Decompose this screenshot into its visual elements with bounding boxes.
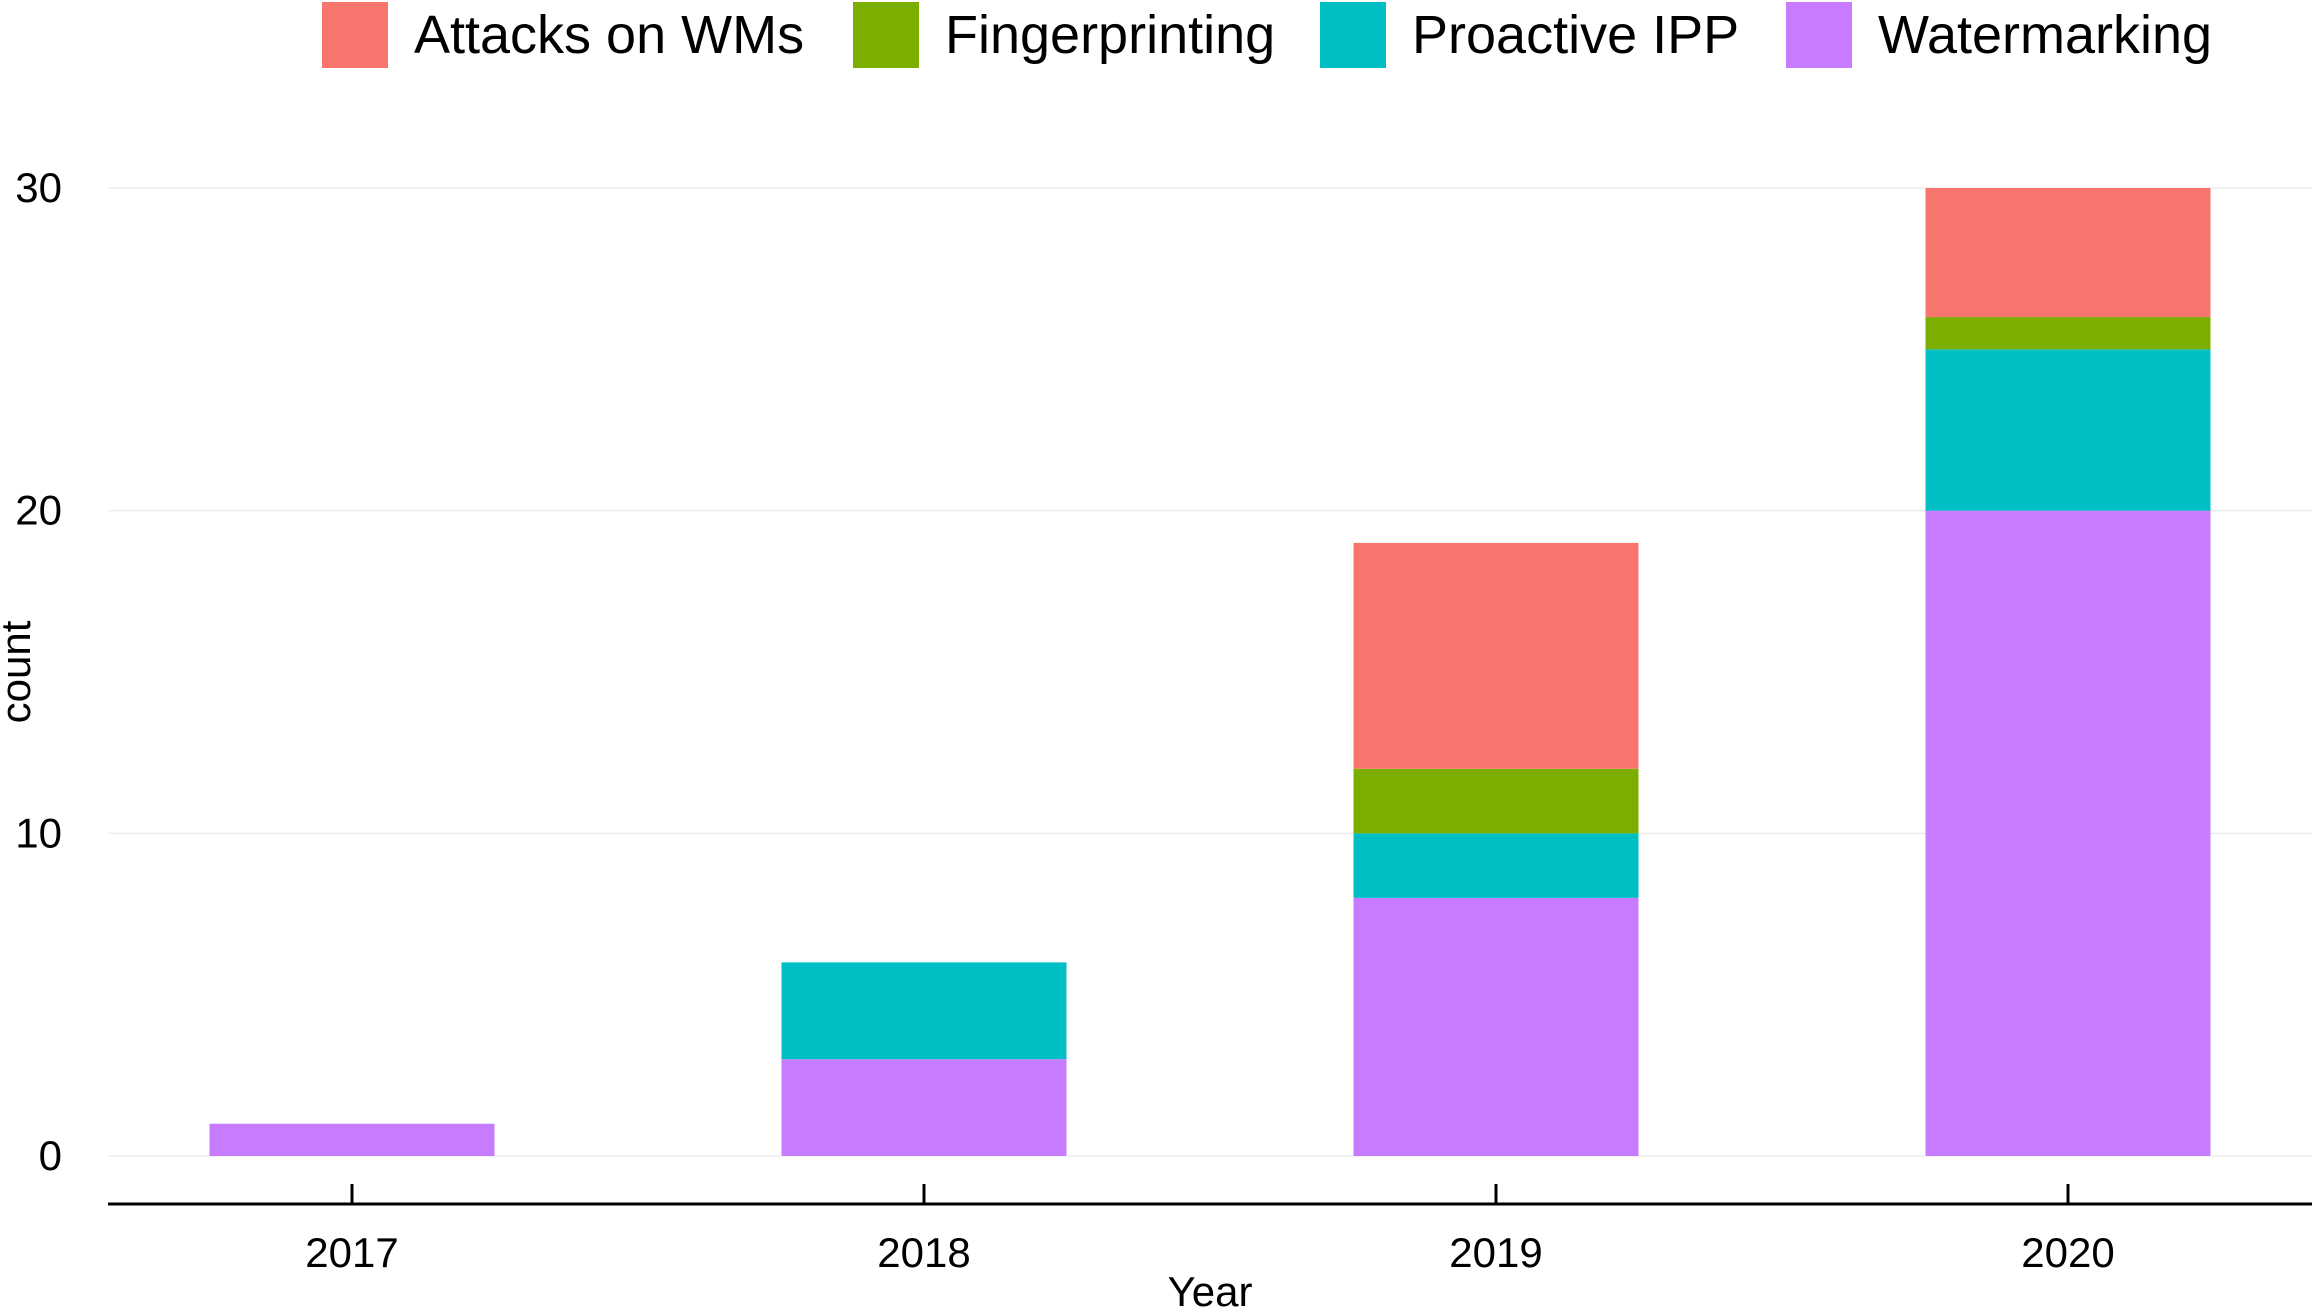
bar-2019-watermarking <box>1353 897 1639 1156</box>
legend-swatch-fingerprinting <box>853 2 919 68</box>
bar-2020-proactive-ipp <box>1925 349 2211 511</box>
x-tick-label-2017: 2017 <box>305 1229 398 1276</box>
bar-2018-proactive-ipp <box>781 962 1067 1060</box>
x-tick-label-2019: 2019 <box>1449 1229 1542 1276</box>
bar-2018-watermarking <box>781 1059 1067 1156</box>
chart-legend: Attacks on WMs Fingerprinting Proactive … <box>0 0 2312 70</box>
legend-swatch-attacks-on-wms <box>322 2 388 68</box>
legend-item-attacks-on-wms: Attacks on WMs <box>322 0 804 70</box>
legend-label-proactive-ipp: Proactive IPP <box>1412 5 1740 65</box>
legend-label-watermarking: Watermarking <box>1878 5 2213 65</box>
legend-item-proactive-ipp: Proactive IPP <box>1320 0 1739 70</box>
legend-label-attacks-on-wms: Attacks on WMs <box>414 5 805 65</box>
bar-2020-watermarking <box>1925 510 2211 1157</box>
y-tick-label-10: 10 <box>15 809 62 856</box>
bar-2020-fingerprinting <box>1925 317 2211 350</box>
legend-item-watermarking: Watermarking <box>1786 0 2212 70</box>
bar-2017-watermarking <box>209 1123 495 1156</box>
y-tick-label-20: 20 <box>15 487 62 534</box>
x-tick-label-2020: 2020 <box>2021 1229 2114 1276</box>
legend-item-fingerprinting: Fingerprinting <box>853 0 1275 70</box>
legend-swatch-watermarking <box>1786 2 1852 68</box>
y-tick-label-30: 30 <box>15 164 62 211</box>
bars <box>209 188 2211 1157</box>
bar-2020-attacks-on-wms <box>1925 188 2211 318</box>
axes: 0 10 20 30 2017 2018 2019 2020 <box>15 164 2312 1276</box>
legend-label-fingerprinting: Fingerprinting <box>945 5 1276 65</box>
y-axis-title: count <box>0 620 39 723</box>
legend-swatch-proactive-ipp <box>1320 2 1386 68</box>
x-axis-title: Year <box>1168 1268 1253 1308</box>
bar-2019-fingerprinting <box>1353 768 1639 834</box>
bar-2019-proactive-ipp <box>1353 833 1639 898</box>
y-tick-label-0: 0 <box>39 1132 62 1179</box>
bar-2019-attacks-on-wms <box>1353 542 1639 769</box>
x-tick-label-2018: 2018 <box>877 1229 970 1276</box>
